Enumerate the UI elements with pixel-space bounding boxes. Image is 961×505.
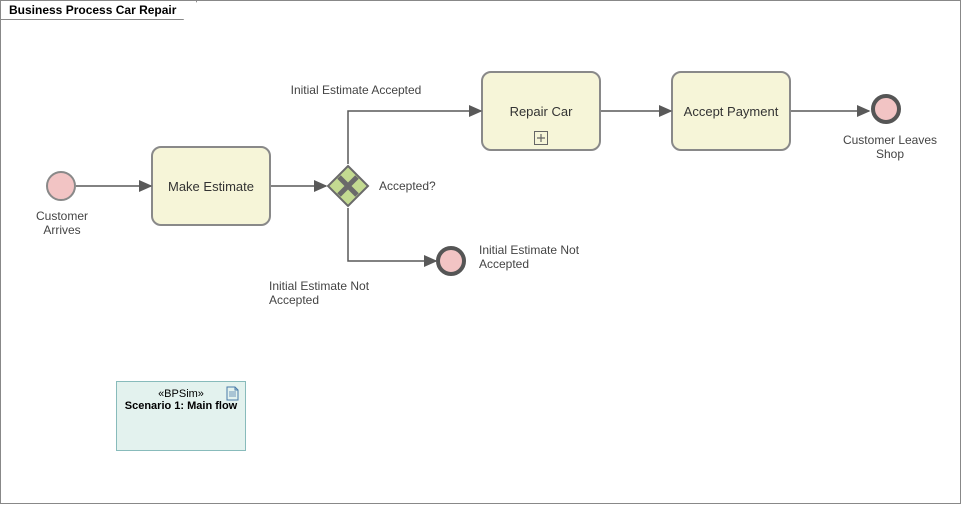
- edge-label-not-accepted: Initial Estimate Not Accepted: [269, 279, 399, 307]
- end-event-not-accepted-label: Initial Estimate Not Accepted: [479, 243, 609, 271]
- start-event-label: Customer Arrives: [27, 209, 97, 237]
- gateway-accepted[interactable]: [326, 164, 370, 208]
- bpsim-stereotype: «BPSim»: [123, 388, 239, 400]
- note-icon: [226, 386, 239, 401]
- end-event-not-accepted[interactable]: [436, 246, 466, 276]
- start-event-customer-arrives[interactable]: [46, 171, 76, 201]
- frame-title: Business Process Car Repair: [1, 1, 197, 20]
- task-label: Accept Payment: [684, 104, 779, 119]
- sequence-flow[interactable]: [348, 208, 436, 261]
- sequence-flow[interactable]: [348, 111, 481, 164]
- task-accept-payment[interactable]: Accept Payment: [671, 71, 791, 151]
- subprocess-expand-icon[interactable]: [534, 131, 548, 145]
- gateway-label: Accepted?: [379, 179, 459, 193]
- end-event-customer-leaves[interactable]: [871, 94, 901, 124]
- subprocess-repair-car[interactable]: Repair Car: [481, 71, 601, 151]
- task-label: Make Estimate: [168, 179, 254, 194]
- end-event-label: Customer Leaves Shop: [835, 133, 945, 161]
- task-label: Repair Car: [510, 104, 573, 119]
- bpsim-scenario[interactable]: «BPSim» Scenario 1: Main flow: [116, 381, 246, 451]
- task-make-estimate[interactable]: Make Estimate: [151, 146, 271, 226]
- process-frame: Business Process Car Repair Customer Arr…: [0, 0, 961, 504]
- bpsim-title: Scenario 1: Main flow: [123, 400, 239, 412]
- edge-label-accepted: Initial Estimate Accepted: [271, 83, 441, 97]
